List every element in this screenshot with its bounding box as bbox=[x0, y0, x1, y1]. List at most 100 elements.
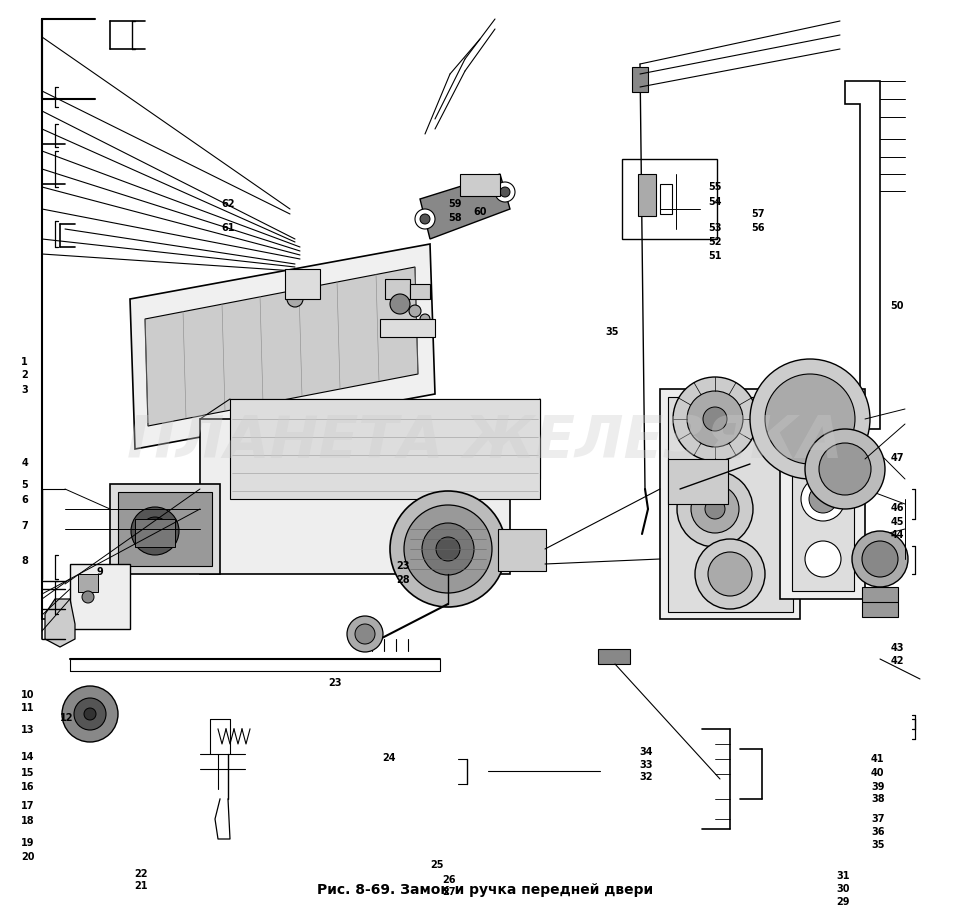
Text: 50: 50 bbox=[890, 301, 903, 311]
Circle shape bbox=[347, 617, 383, 652]
Circle shape bbox=[494, 183, 515, 203]
Text: 28: 28 bbox=[395, 574, 409, 584]
Circle shape bbox=[808, 485, 836, 514]
Text: 5: 5 bbox=[21, 480, 28, 489]
Bar bbox=[791, 402, 853, 591]
Text: 33: 33 bbox=[639, 759, 652, 768]
Circle shape bbox=[82, 591, 94, 604]
Circle shape bbox=[686, 391, 742, 448]
Text: Рис. 8-69. Замок и ручка передней двери: Рис. 8-69. Замок и ручка передней двери bbox=[317, 882, 652, 896]
Text: 59: 59 bbox=[448, 199, 461, 209]
Circle shape bbox=[812, 429, 832, 449]
Text: 19: 19 bbox=[21, 837, 35, 846]
Text: 56: 56 bbox=[751, 223, 765, 233]
Text: 1: 1 bbox=[21, 357, 28, 366]
Circle shape bbox=[390, 492, 506, 607]
Bar bbox=[659, 390, 799, 619]
Text: 51: 51 bbox=[707, 251, 721, 260]
Text: ПЛАНЕТА ЖЕЛЕЗЯКА: ПЛАНЕТА ЖЕЛЕЗЯКА bbox=[127, 413, 842, 470]
Circle shape bbox=[420, 215, 429, 225]
Circle shape bbox=[707, 552, 751, 596]
Text: 44: 44 bbox=[890, 530, 903, 539]
Bar bbox=[118, 493, 212, 566]
Circle shape bbox=[84, 709, 96, 720]
Circle shape bbox=[804, 541, 840, 577]
Circle shape bbox=[676, 471, 752, 548]
Text: 41: 41 bbox=[870, 754, 884, 763]
Bar bbox=[385, 279, 410, 300]
Circle shape bbox=[390, 295, 410, 314]
Text: 46: 46 bbox=[890, 503, 903, 512]
Text: 58: 58 bbox=[448, 213, 461, 222]
Text: 27: 27 bbox=[442, 887, 455, 896]
Circle shape bbox=[804, 422, 840, 458]
Polygon shape bbox=[130, 244, 434, 449]
Text: 54: 54 bbox=[707, 198, 721, 207]
Text: 52: 52 bbox=[707, 237, 721, 246]
Text: 35: 35 bbox=[605, 327, 618, 336]
Text: 16: 16 bbox=[21, 781, 35, 790]
Text: 2: 2 bbox=[21, 370, 28, 380]
Bar bbox=[200, 420, 510, 574]
Text: 57: 57 bbox=[751, 210, 765, 219]
Text: 29: 29 bbox=[835, 896, 849, 905]
Bar bbox=[230, 400, 540, 499]
Polygon shape bbox=[45, 599, 75, 647]
Circle shape bbox=[409, 306, 421, 318]
Circle shape bbox=[420, 314, 429, 324]
Circle shape bbox=[818, 444, 870, 495]
Text: 23: 23 bbox=[395, 561, 409, 570]
Text: 9: 9 bbox=[97, 567, 104, 576]
Circle shape bbox=[74, 698, 106, 731]
Text: 42: 42 bbox=[890, 655, 903, 664]
Bar bbox=[285, 269, 320, 300]
Text: 22: 22 bbox=[134, 868, 147, 878]
Text: 17: 17 bbox=[21, 800, 35, 810]
Text: 61: 61 bbox=[221, 223, 234, 233]
Text: 4: 4 bbox=[21, 458, 28, 467]
Text: 12: 12 bbox=[60, 712, 74, 721]
Bar bbox=[668, 398, 793, 612]
Circle shape bbox=[672, 378, 756, 461]
Circle shape bbox=[62, 686, 118, 743]
Text: 53: 53 bbox=[707, 223, 721, 233]
Text: 14: 14 bbox=[21, 752, 35, 761]
Circle shape bbox=[415, 210, 434, 230]
Text: 30: 30 bbox=[835, 883, 849, 892]
Text: 11: 11 bbox=[21, 703, 35, 712]
Circle shape bbox=[800, 478, 844, 521]
Bar bbox=[638, 175, 655, 217]
Text: 55: 55 bbox=[707, 182, 721, 191]
Circle shape bbox=[131, 507, 179, 555]
Circle shape bbox=[355, 624, 375, 644]
Text: 45: 45 bbox=[890, 516, 903, 526]
Text: 7: 7 bbox=[21, 521, 28, 530]
Text: 20: 20 bbox=[21, 852, 35, 861]
Circle shape bbox=[287, 277, 302, 292]
Text: 23: 23 bbox=[328, 677, 341, 686]
Text: 6: 6 bbox=[21, 494, 28, 504]
Circle shape bbox=[499, 187, 510, 198]
Circle shape bbox=[435, 538, 459, 562]
Bar bbox=[380, 320, 434, 337]
Text: 15: 15 bbox=[21, 767, 35, 777]
Circle shape bbox=[694, 539, 765, 609]
Bar bbox=[659, 185, 672, 215]
Text: 60: 60 bbox=[473, 207, 486, 216]
Circle shape bbox=[851, 531, 907, 587]
Bar bbox=[861, 587, 897, 618]
Bar bbox=[78, 574, 98, 593]
Bar bbox=[632, 68, 647, 93]
Bar bbox=[597, 650, 629, 664]
Text: 25: 25 bbox=[430, 859, 444, 868]
Text: 24: 24 bbox=[382, 753, 395, 762]
Text: 34: 34 bbox=[639, 746, 652, 755]
Bar bbox=[779, 390, 864, 599]
Circle shape bbox=[703, 407, 726, 432]
Text: 10: 10 bbox=[21, 689, 35, 698]
Text: 26: 26 bbox=[442, 875, 455, 884]
Circle shape bbox=[765, 375, 854, 464]
Bar bbox=[109, 484, 220, 574]
Bar bbox=[459, 175, 499, 197]
Text: 47: 47 bbox=[890, 453, 903, 462]
